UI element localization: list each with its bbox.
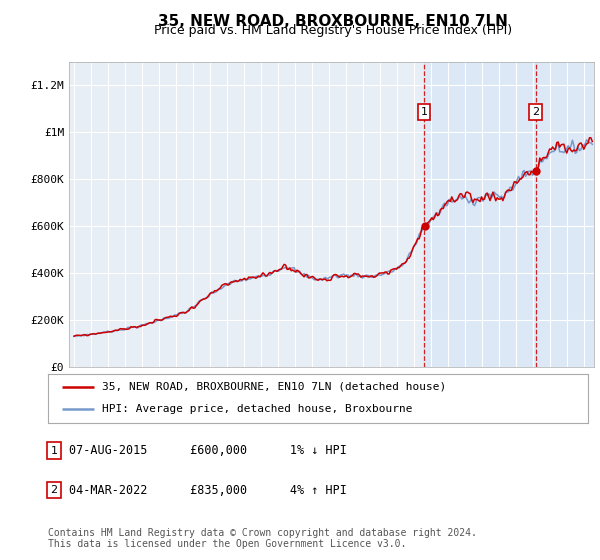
Text: 07-AUG-2015      £600,000      1% ↓ HPI: 07-AUG-2015 £600,000 1% ↓ HPI: [69, 444, 347, 458]
Text: 35, NEW ROAD, BROXBOURNE, EN10 7LN: 35, NEW ROAD, BROXBOURNE, EN10 7LN: [158, 14, 508, 29]
Text: HPI: Average price, detached house, Broxbourne: HPI: Average price, detached house, Brox…: [102, 404, 413, 414]
Text: 1: 1: [50, 446, 58, 456]
Text: Contains HM Land Registry data © Crown copyright and database right 2024.
This d: Contains HM Land Registry data © Crown c…: [48, 528, 477, 549]
Text: Price paid vs. HM Land Registry's House Price Index (HPI): Price paid vs. HM Land Registry's House …: [154, 24, 512, 37]
Text: 2: 2: [50, 485, 58, 495]
Text: 04-MAR-2022      £835,000      4% ↑ HPI: 04-MAR-2022 £835,000 4% ↑ HPI: [69, 483, 347, 497]
Text: 2: 2: [532, 107, 539, 117]
Text: 1: 1: [421, 107, 428, 117]
Bar: [424, 62, 594, 367]
Text: 35, NEW ROAD, BROXBOURNE, EN10 7LN (detached house): 35, NEW ROAD, BROXBOURNE, EN10 7LN (deta…: [102, 382, 446, 392]
